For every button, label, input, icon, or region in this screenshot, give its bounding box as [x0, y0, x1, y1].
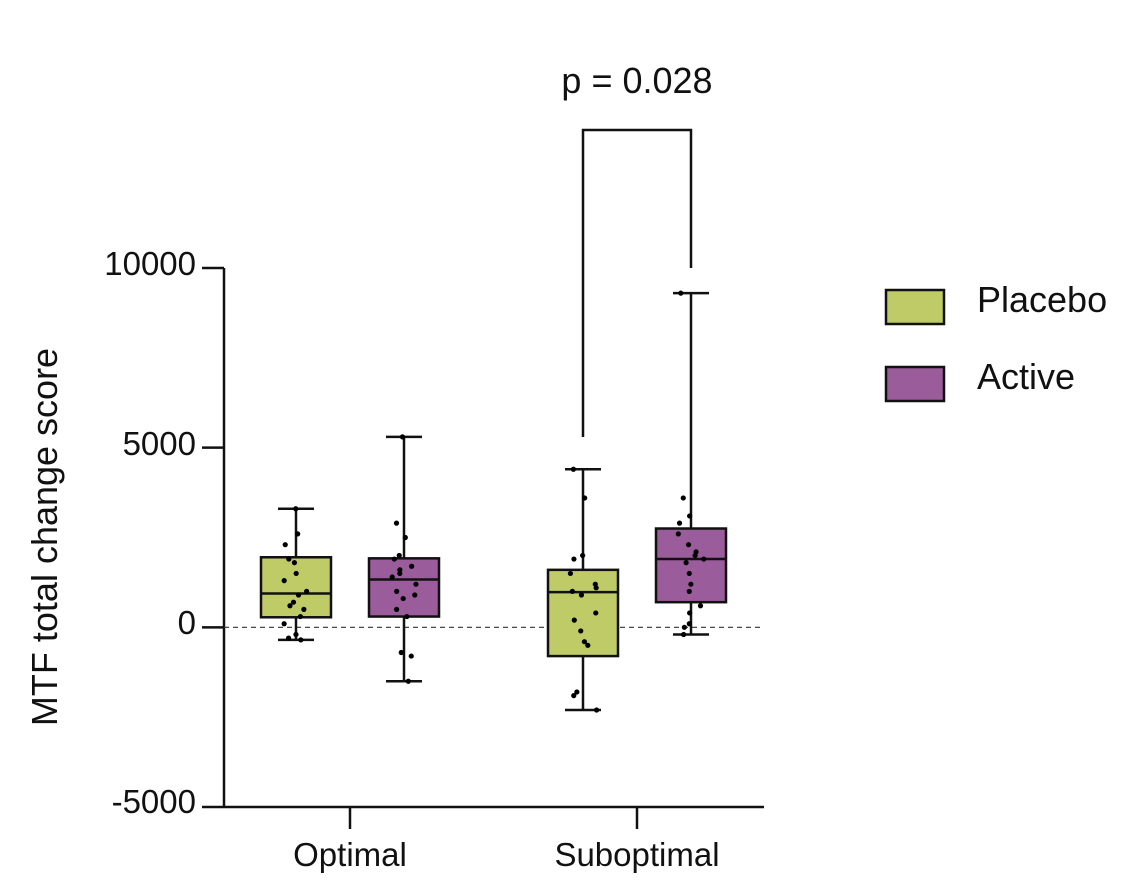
legend-swatch-placebo [884, 288, 946, 326]
p-value-annotation: p = 0.028 [561, 60, 712, 101]
data-point-placebo-suboptimal [593, 707, 600, 713]
data-point-active-suboptimal [686, 588, 692, 595]
data-point-active-suboptimal [688, 581, 694, 587]
data-point-placebo-suboptimal [582, 495, 588, 501]
data-point-active-optimal [398, 649, 404, 656]
data-point-active-suboptimal [697, 603, 704, 609]
data-point-active-suboptimal [681, 624, 687, 630]
data-point-placebo-optimal [290, 599, 297, 605]
data-point-placebo-optimal [287, 603, 293, 609]
data-point-active-optimal [413, 581, 419, 587]
data-point-active-optimal [393, 520, 400, 526]
data-point-placebo-optimal [297, 613, 304, 620]
data-point-active-optimal [400, 595, 406, 602]
data-point-placebo-optimal [295, 531, 301, 537]
data-point-placebo-suboptimal [578, 592, 585, 598]
data-point-active-suboptimal [681, 631, 687, 638]
x-tick-label-optimal: Optimal [293, 836, 407, 873]
data-point-active-suboptimal [685, 542, 692, 548]
y-tick-label-10000: 10000 [104, 245, 196, 282]
data-point-placebo-suboptimal [569, 588, 575, 595]
data-point-active-suboptimal [692, 552, 698, 559]
data-point-active-optimal [412, 592, 418, 598]
data-point-active-suboptimal [675, 531, 681, 537]
data-point-placebo-optimal [301, 606, 307, 612]
data-point-placebo-optimal [293, 570, 299, 577]
data-point-active-suboptimal [686, 570, 692, 577]
data-point-active-optimal [394, 588, 400, 595]
data-point-placebo-suboptimal [567, 570, 574, 577]
data-point-active-optimal [399, 434, 406, 440]
data-point-active-suboptimal [686, 621, 692, 627]
data-point-placebo-optimal [285, 635, 292, 641]
data-point-active-optimal [394, 606, 400, 612]
data-point-active-suboptimal [676, 520, 683, 526]
data-point-active-optimal [391, 556, 397, 562]
data-point-placebo-suboptimal [571, 693, 577, 699]
data-point-placebo-suboptimal [571, 617, 577, 623]
data-point-placebo-optimal [291, 560, 298, 566]
legend: Placebo Active [884, 279, 1107, 403]
legend-swatch-active [884, 365, 946, 403]
significance-bracket [581, 128, 693, 437]
data-point-active-suboptimal [678, 290, 684, 296]
box-placebo-optimal [259, 556, 333, 619]
data-point-active-suboptimal [701, 556, 707, 562]
box-active-suboptimal [654, 527, 728, 604]
data-point-active-optimal [404, 613, 410, 620]
data-point-placebo-suboptimal [578, 628, 584, 634]
data-point-placebo-optimal [293, 631, 299, 638]
data-point-placebo-optimal [282, 542, 288, 548]
data-point-active-optimal [409, 563, 415, 569]
box-active-optimal [367, 557, 441, 618]
data-point-active-optimal [397, 570, 403, 577]
y-tick-label-5000: 5000 [123, 425, 196, 462]
data-point-active-optimal [396, 552, 402, 559]
data-point-active-suboptimal [683, 560, 689, 566]
legend-label-placebo: Placebo [977, 279, 1107, 320]
data-point-active-suboptimal [687, 513, 693, 519]
data-point-placebo-optimal [286, 556, 292, 562]
data-point-active-optimal [405, 678, 411, 684]
data-point-active-optimal [389, 574, 395, 580]
plot-area [202, 128, 764, 829]
data-point-placebo-optimal [295, 592, 302, 598]
data-point-placebo-suboptimal [571, 556, 577, 562]
y-tick-label-minus-5000: -5000 [112, 783, 196, 820]
data-point-placebo-optimal [281, 578, 287, 584]
legend-label-active: Active [977, 356, 1075, 397]
data-point-placebo-optimal [281, 621, 287, 627]
y-tick-label-0: 0 [178, 604, 196, 641]
data-point-placebo-suboptimal [570, 466, 577, 472]
data-point-placebo-suboptimal [580, 552, 586, 559]
data-point-placebo-optimal [304, 588, 310, 595]
x-tick-label-suboptimal: Suboptimal [554, 836, 719, 873]
data-point-placebo-optimal [293, 506, 299, 512]
data-point-placebo-suboptimal [574, 689, 580, 695]
data-point-placebo-optimal [298, 637, 304, 643]
data-point-active-optimal [397, 567, 403, 573]
data-point-placebo-suboptimal [593, 610, 599, 616]
data-point-active-optimal [402, 534, 408, 541]
data-point-placebo-suboptimal [593, 585, 599, 591]
data-point-placebo-suboptimal [581, 639, 588, 645]
data-point-active-suboptimal [687, 610, 693, 616]
y-axis-title: MTF total change score [24, 348, 65, 726]
data-point-active-suboptimal [680, 495, 686, 501]
data-point-active-optimal [408, 653, 414, 659]
data-point-placebo-suboptimal [585, 642, 591, 648]
